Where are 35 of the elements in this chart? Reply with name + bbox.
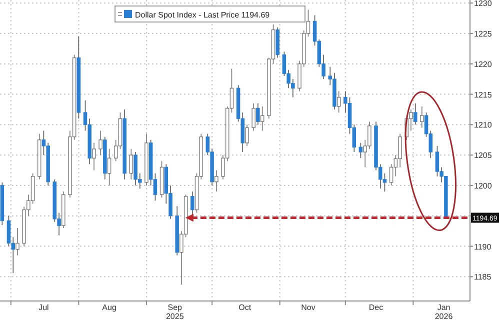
candlestick xyxy=(16,228,20,256)
candlestick xyxy=(107,148,112,186)
candlestick xyxy=(129,148,134,180)
candlestick xyxy=(214,170,218,192)
candlestick xyxy=(245,124,249,146)
candlestick xyxy=(420,106,424,128)
candlestick xyxy=(256,102,260,126)
legend-label: Dollar Spot Index - Last Price 1194.69 xyxy=(135,10,270,20)
y-tick-label: 1205 xyxy=(474,151,492,160)
candlestick xyxy=(98,130,102,156)
x-tick-label: Aug xyxy=(102,303,116,312)
x-tick-label: Nov xyxy=(301,303,316,312)
y-tick-label: 1190 xyxy=(474,242,492,252)
x-tick-label: Jul xyxy=(38,303,50,312)
candlestick xyxy=(92,142,96,171)
x-tick-label: Jan 2026 xyxy=(434,303,454,321)
candlestick xyxy=(336,90,341,113)
y-tick-label: 1215 xyxy=(474,90,492,100)
x-tick-label: Dec xyxy=(368,303,384,312)
x-tick-label: Oct xyxy=(238,303,252,312)
y-tick-label: 1220 xyxy=(474,60,492,69)
candlestick xyxy=(252,102,256,132)
x-tick-label: Sep 2025 xyxy=(166,303,184,321)
candlestick xyxy=(435,146,440,177)
candlestick xyxy=(413,102,418,126)
candlestick xyxy=(398,133,402,168)
y-tick-label: 1200 xyxy=(474,181,492,190)
candlestick xyxy=(260,106,264,132)
y-tick-label: 1230 xyxy=(474,0,492,8)
candlestick xyxy=(358,142,363,158)
y-tick-label: 1185 xyxy=(474,272,492,282)
y-tick-label: 1225 xyxy=(474,29,492,38)
candlestick xyxy=(190,191,194,216)
candlestick xyxy=(6,215,11,247)
y-tick-label: 1210 xyxy=(474,120,492,130)
